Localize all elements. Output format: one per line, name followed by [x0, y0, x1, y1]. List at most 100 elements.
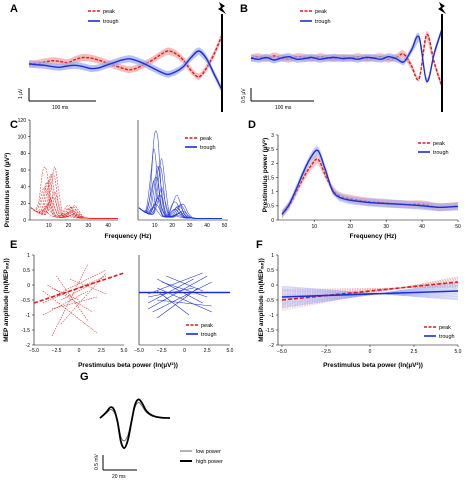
- legend-b-trough: trough: [315, 19, 331, 25]
- e-trough-subject-line: [147, 278, 194, 304]
- e-peak-subject-line: [51, 263, 89, 337]
- f-ytick-label: 0.5: [267, 268, 274, 274]
- panel-d-plot: 0 0.5 1 1.5 2 2.5 3 10 20 30 40 50: [267, 133, 461, 230]
- legend-f-trough: trough: [439, 334, 455, 340]
- a-trough-ci: [29, 47, 222, 94]
- panel-c-plot: 0 20 40 60 80 100 120 10 20 30 40 10 20 30 40 50: [18, 118, 228, 229]
- d-trough-line: [281, 149, 459, 215]
- f-ytick-label: 1: [271, 253, 274, 259]
- e-ytick-label: -0.5: [21, 298, 30, 304]
- c-trough-subject-line: [138, 197, 222, 219]
- e-ytick-label: 0: [27, 283, 30, 289]
- panel-label-f: F: [256, 239, 263, 251]
- c-xtick-left: 20: [66, 223, 72, 229]
- panel-b: peak trough 0.5 µV 100 ms: [241, 2, 446, 112]
- c-peak-subject-line: [30, 197, 118, 219]
- c-peak-subject-line: [30, 206, 118, 219]
- c-trough-subject-line: [138, 206, 222, 219]
- e-trough-subject-line: [161, 281, 208, 298]
- legend-a-peak: peak: [103, 9, 115, 15]
- d-xtick-label: 10: [312, 224, 318, 230]
- lightning-bolt-icon: [218, 2, 226, 14]
- e-xtick-label: −2.5: [52, 348, 62, 354]
- panel-b-plot: [250, 25, 443, 91]
- panel-label-e: E: [10, 239, 17, 251]
- legend-c-trough: trough: [200, 145, 216, 151]
- e-xtick-label: −5.0: [29, 348, 39, 354]
- e-peak-subject-line: [69, 278, 107, 295]
- e-peak-subject-line: [42, 290, 98, 334]
- c-ylabel: Prestimulus power (µV²): [4, 153, 11, 228]
- legend-a-trough: trough: [103, 19, 119, 25]
- f-xtick-label: 0: [369, 349, 372, 355]
- a-peak-ci: [29, 31, 222, 81]
- legend-e-trough: trough: [201, 332, 217, 338]
- f-ytick-label: -1.5: [265, 328, 274, 334]
- legend-e-peak: peak: [201, 323, 213, 329]
- c-xtick-right: 10: [152, 223, 158, 229]
- panel-label-a: A: [10, 3, 18, 15]
- d-trough-ci: [282, 146, 458, 219]
- c-xtick-left: 30: [86, 223, 92, 229]
- e-peak-subject-line: [60, 272, 107, 325]
- panel-label-g: G: [80, 371, 89, 383]
- panel-g-plot: [99, 398, 171, 449]
- e-peak-fit-line: [33, 272, 125, 304]
- d-ytick-label: 0.5: [267, 204, 274, 210]
- c-peak-subject-line: [30, 166, 118, 219]
- e-xtick-label: 0: [183, 348, 186, 354]
- f-ytick-label: -2: [270, 343, 275, 349]
- e-xtick-label: 5.0: [121, 348, 128, 354]
- scale-g-ms: 20 ms: [112, 474, 126, 480]
- d-xtick-label: 20: [347, 224, 353, 230]
- e-peak-subject-line: [60, 278, 102, 301]
- panel-label-c: C: [10, 119, 18, 131]
- e-xtick-label: −2.5: [157, 348, 167, 354]
- panel-f: MEP amplitude (ln(MEPₒᵤᵣ)) Prestimulus b…: [258, 253, 462, 369]
- c-ytick-label: 20: [20, 201, 26, 207]
- c-xlabel: Frequency (Hz): [105, 233, 152, 240]
- panel-d: Prestimulus power (µV²) Frequency (Hz) 0…: [262, 133, 461, 240]
- c-xtick-left: 10: [46, 223, 52, 229]
- d-ylabel: Prestimulus power (µV²): [262, 138, 269, 213]
- e-ytick-label: 0.5: [23, 268, 30, 274]
- e-xlabel: Prestimulus beta power (ln(µV²)): [78, 362, 178, 369]
- panel-e: MEP amplitude (ln(MEPₒᵤᵣ)) Prestimulus b…: [3, 253, 234, 369]
- f-trough-fit-line: [281, 290, 459, 298]
- e-trough-subject-line: [157, 287, 212, 313]
- legend-d-peak: peak: [433, 141, 445, 147]
- scale-a-ms: 100 ms: [52, 105, 69, 111]
- f-xtick-label: −5.0: [277, 349, 287, 355]
- c-ytick-label: 0: [23, 218, 26, 224]
- e-trough-subject-line: [166, 275, 203, 292]
- d-xlabel: Frequency (Hz): [350, 233, 397, 240]
- e-trough-subject-line: [157, 299, 212, 307]
- c-ytick-label: 100: [18, 134, 27, 140]
- panel-label-b: B: [240, 3, 248, 15]
- c-peak-subject-line: [30, 173, 118, 219]
- f-ytick-label: -1: [270, 313, 275, 319]
- c-xtick-right: 40: [204, 223, 210, 229]
- b-trough-ci: [251, 25, 442, 85]
- c-trough-subject-line: [138, 148, 222, 219]
- scale-b-uv: 0.5 µV: [241, 88, 247, 103]
- f-xtick-label: 2.5: [411, 349, 418, 355]
- d-ytick-label: 3: [271, 133, 274, 139]
- b-trough-line: [250, 29, 443, 83]
- f-ytick-label: 0: [271, 283, 274, 289]
- e-trough-subject-line: [152, 281, 212, 313]
- scale-b-ms: 100 ms: [275, 105, 292, 111]
- e-peak-subject-line: [51, 296, 98, 310]
- f-peak-ci-line: [281, 287, 459, 290]
- panel-a: peak trough 1 µV 100 ms: [18, 2, 226, 112]
- lightning-bolt-icon: [438, 2, 446, 14]
- c-trough-subject-line: [138, 130, 222, 219]
- scale-a-uv: 1 µV: [18, 88, 24, 99]
- e-ytick-label: -1.5: [21, 328, 30, 334]
- e-xtick-label: 2.5: [98, 348, 105, 354]
- c-peak-subject-line: [30, 180, 118, 219]
- d-xtick-label: 40: [419, 224, 425, 230]
- e-peak-subject-line: [56, 275, 89, 322]
- f-xlabel: Prestimulus beta power (ln(µV²)): [323, 362, 423, 369]
